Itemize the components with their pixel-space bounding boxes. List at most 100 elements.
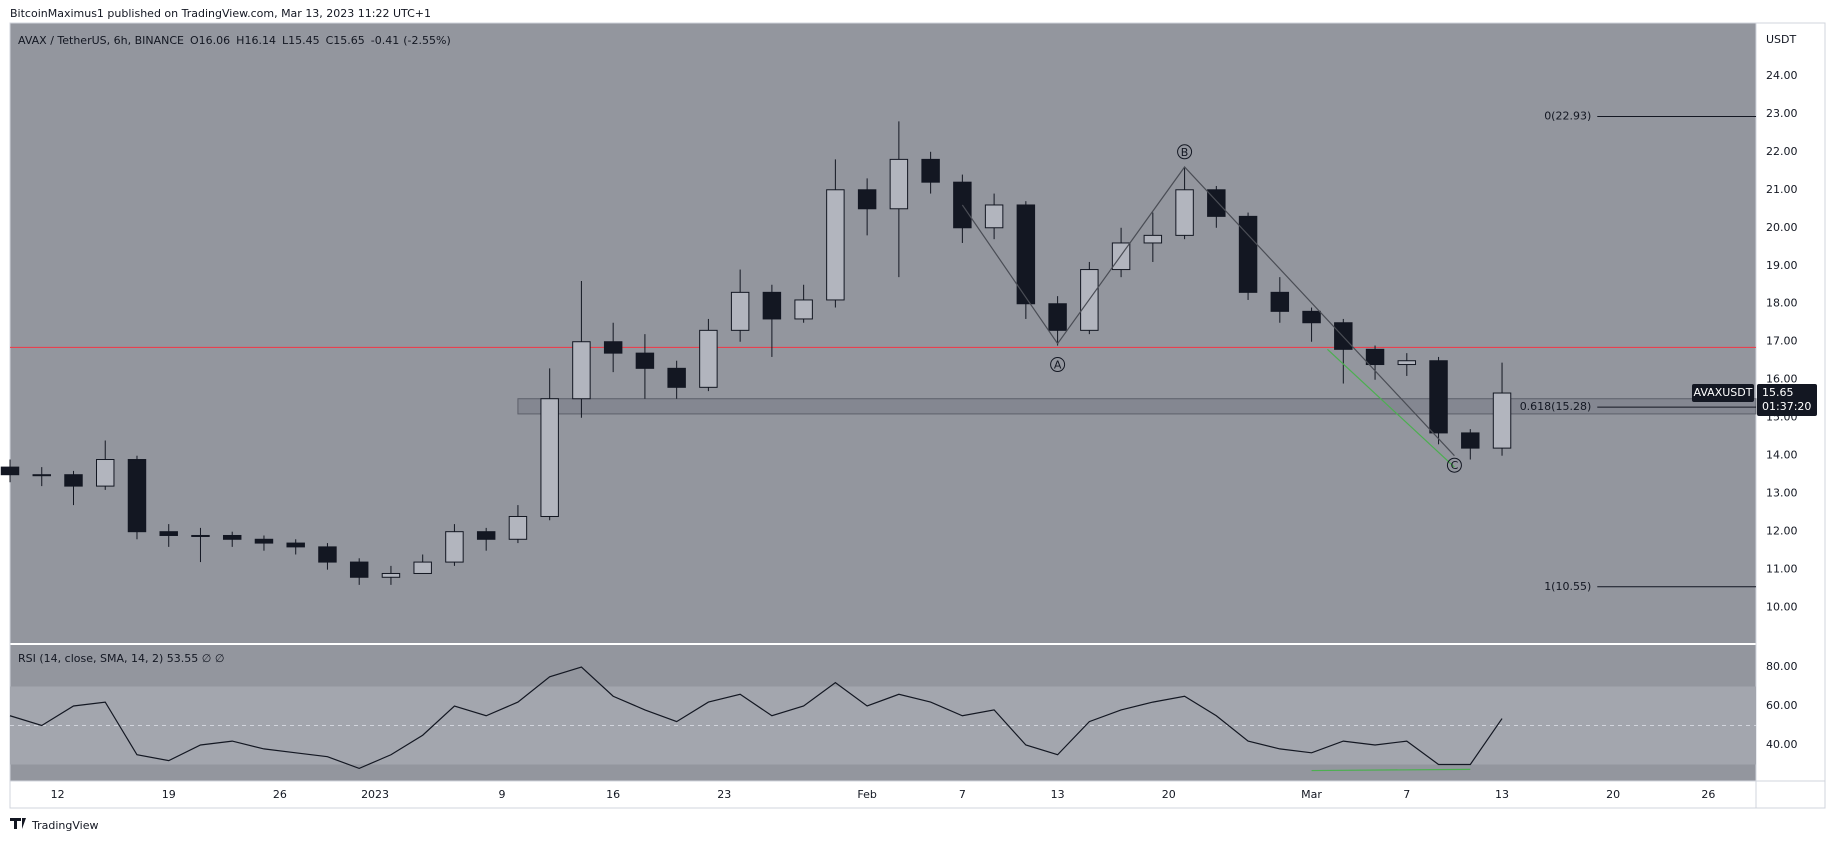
y-tick-label: 23.00 bbox=[1766, 107, 1798, 120]
candle-body bbox=[381, 572, 401, 578]
y-tick-label: 22.00 bbox=[1766, 145, 1798, 158]
candle-body bbox=[254, 538, 274, 544]
y-tick-label: 20.00 bbox=[1766, 221, 1798, 234]
legend-value: 16.14 bbox=[244, 34, 276, 47]
symbol-tag bbox=[1692, 384, 1754, 403]
frame bbox=[9, 22, 1826, 809]
x-tick-label: 12 bbox=[51, 788, 65, 801]
wave-label: C bbox=[1451, 459, 1459, 472]
candle-body bbox=[635, 352, 655, 369]
wave-label: A bbox=[1054, 359, 1062, 372]
fib-label: 0.618(15.28) bbox=[1520, 400, 1592, 413]
candle-body bbox=[476, 531, 496, 540]
candle-body bbox=[984, 204, 1004, 229]
x-tick-label: 23 bbox=[717, 788, 731, 801]
y-tick-label: 60.00 bbox=[1766, 699, 1798, 712]
header: BitcoinMaximus1 published on TradingView… bbox=[10, 7, 431, 20]
candle-body bbox=[318, 546, 337, 563]
candle-body bbox=[762, 291, 782, 320]
title: RSI (14, close, SMA, 14, 2) bbox=[18, 652, 163, 665]
candle-body bbox=[953, 181, 972, 229]
wave-circle bbox=[1177, 144, 1193, 160]
candle-body bbox=[1175, 189, 1194, 236]
y-tick-label: 10.00 bbox=[1766, 601, 1798, 614]
price-tag bbox=[1757, 384, 1817, 417]
wave-circle bbox=[1050, 357, 1066, 373]
y-tick-label: 18.00 bbox=[1766, 297, 1798, 310]
candle-body bbox=[603, 341, 623, 354]
candle-body bbox=[159, 531, 178, 536]
logo bbox=[10, 818, 26, 829]
candle-body bbox=[826, 189, 845, 301]
candle-body bbox=[1461, 432, 1480, 449]
candle-body bbox=[286, 542, 305, 548]
x-tick-label: 20 bbox=[1606, 788, 1620, 801]
candle-body bbox=[64, 474, 83, 487]
wave-circle bbox=[1446, 457, 1462, 473]
x-tick-label: Mar bbox=[1301, 788, 1322, 801]
candle-body bbox=[222, 534, 242, 540]
candle-body bbox=[1270, 291, 1290, 312]
fib-label: 0(22.93) bbox=[1544, 109, 1591, 122]
legend-key: H bbox=[236, 34, 244, 47]
y-tick-label: 13.00 bbox=[1766, 487, 1798, 500]
candle-body bbox=[1238, 215, 1258, 293]
x-tick-label: 7 bbox=[1403, 788, 1410, 801]
trend-line bbox=[1311, 768, 1471, 772]
candle-body bbox=[667, 367, 686, 388]
candle-body bbox=[191, 534, 210, 537]
y-tick-label: 21.00 bbox=[1766, 183, 1798, 196]
y-tick-label: 14.00 bbox=[1766, 449, 1798, 462]
candle-body bbox=[1143, 234, 1163, 244]
x-tick-label: 13 bbox=[1495, 788, 1509, 801]
candle-body bbox=[1048, 303, 1067, 331]
x-tick-label: 9 bbox=[499, 788, 506, 801]
legend: AVAX / TetherUS, 6h, BINANCE O16.06 H16.14… bbox=[18, 34, 451, 47]
x-tick-label: Feb bbox=[857, 788, 876, 801]
candle-body bbox=[1016, 204, 1036, 305]
price-pane bbox=[10, 23, 1756, 643]
candle-body bbox=[1302, 310, 1321, 324]
legend-value: 15.65 bbox=[333, 34, 365, 47]
rsi-extra: ∅ ∅ bbox=[202, 652, 225, 665]
legend-key: C bbox=[326, 34, 334, 47]
candle-body bbox=[349, 561, 369, 578]
legend-key: L bbox=[282, 34, 289, 47]
x-tick-label: 20 bbox=[1162, 788, 1176, 801]
y-tick-label: 17.00 bbox=[1766, 335, 1798, 348]
x-tick-label: 13 bbox=[1051, 788, 1065, 801]
candle-body bbox=[1365, 348, 1385, 366]
candle-body bbox=[699, 329, 718, 388]
candle-body bbox=[1397, 360, 1417, 366]
rsi-line bbox=[9, 666, 1503, 770]
x-tick-label: 19 bbox=[162, 788, 176, 801]
candle-body bbox=[794, 299, 813, 320]
candle-body bbox=[730, 291, 750, 331]
symbol-label: AVAXUSDT bbox=[1694, 386, 1753, 399]
x-tick-label: 16 bbox=[606, 788, 620, 801]
y-tick-label: 16.00 bbox=[1766, 373, 1798, 386]
candle-body bbox=[921, 158, 940, 183]
y-tick-label: 12.00 bbox=[1766, 525, 1798, 538]
price-label: 15.65 bbox=[1762, 386, 1794, 399]
y-tick-label: 11.00 bbox=[1766, 563, 1798, 576]
candle-body bbox=[1429, 360, 1448, 434]
trend-line bbox=[1327, 348, 1455, 468]
legend-value: 16.06 bbox=[199, 34, 231, 47]
candle-body bbox=[32, 474, 51, 477]
unit: USDT bbox=[1766, 33, 1797, 46]
candle-body bbox=[572, 341, 591, 400]
candle-body bbox=[508, 515, 528, 540]
y-tick-label: 80.00 bbox=[1766, 660, 1798, 673]
candle-body bbox=[413, 561, 432, 574]
footer: TradingView bbox=[31, 819, 98, 832]
candle-body bbox=[445, 531, 464, 563]
fib-label: 1(10.55) bbox=[1544, 580, 1591, 593]
legend-key: O bbox=[190, 34, 199, 47]
candle-body bbox=[1492, 392, 1512, 449]
candle-body bbox=[127, 459, 147, 533]
rsi-legend: RSI (14, close, SMA, 14, 2) 53.55 ∅ ∅ bbox=[18, 652, 224, 665]
countdown: 01:37:20 bbox=[1762, 400, 1811, 413]
